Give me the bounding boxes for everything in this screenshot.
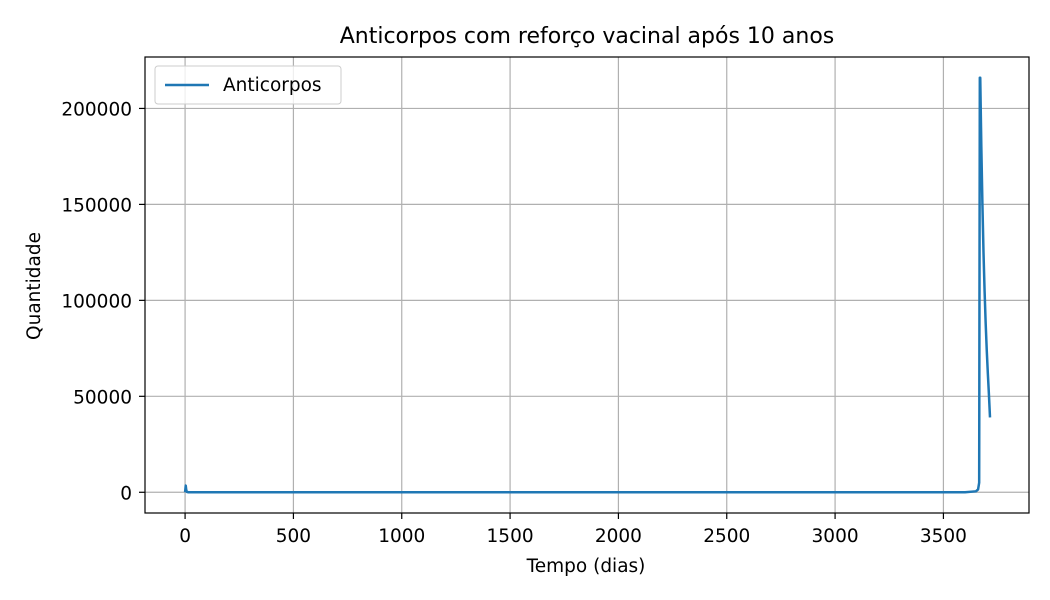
x-axis-title: Tempo (dias) <box>526 556 646 577</box>
x-tick-label: 3500 <box>920 526 967 547</box>
plot-frame <box>144 56 1030 514</box>
y-axis-ticks: 0 50000 100000 150000 200000 <box>61 99 145 504</box>
x-tick-label: 2500 <box>703 526 750 547</box>
legend: Anticorpos <box>154 65 342 105</box>
y-axis-title: Quantidade <box>24 232 45 340</box>
x-tick-label: 1500 <box>487 526 534 547</box>
y-tick-label: 200000 <box>61 99 132 120</box>
y-tick-label: 50000 <box>73 387 132 408</box>
x-tick-label: 500 <box>276 526 311 547</box>
x-tick-label: 1000 <box>378 526 425 547</box>
x-tick-label: 0 <box>179 526 191 547</box>
y-tick-label: 100000 <box>61 291 132 312</box>
legend-label-anticorpos: Anticorpos <box>223 75 322 96</box>
x-axis-ticks: 0 500 1000 1500 2000 2500 3000 3500 <box>179 513 967 547</box>
chart-title: Anticorpos com reforço vacinal após 10 a… <box>340 24 835 49</box>
x-tick-label: 3000 <box>812 526 859 547</box>
legend-box <box>154 65 342 105</box>
y-tick-label: 0 <box>120 483 132 504</box>
series-line-anticorpos <box>183 76 992 494</box>
y-tick-label: 150000 <box>61 195 132 216</box>
x-tick-label: 2000 <box>595 526 642 547</box>
series-layer <box>183 76 992 494</box>
